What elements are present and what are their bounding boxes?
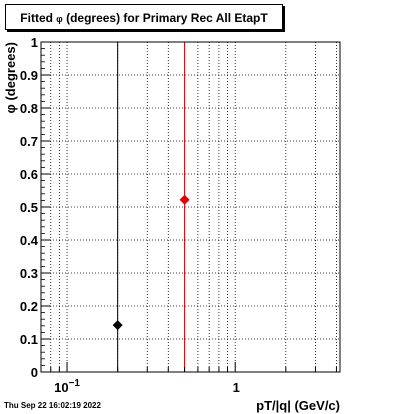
x-tick-label: 10−1 <box>54 378 80 395</box>
chart-title: Fitted φ (degrees) for Primary Rec All E… <box>6 5 282 29</box>
y-tick-label: 0.1 <box>20 332 38 347</box>
plot-frame <box>40 41 341 373</box>
chart-title-symbol: φ <box>56 14 63 24</box>
y-axis-label: φ (degrees) <box>3 42 18 113</box>
y-tick-label: 0.6 <box>20 167 38 182</box>
data-point-marker <box>112 320 123 331</box>
x-tick-label-exponent: −1 <box>69 378 81 389</box>
y-tick-label: 0.2 <box>20 299 38 314</box>
x-axis-label: pT/|q| (GeV/c) <box>256 398 340 413</box>
y-tick-label: 1 <box>31 35 38 50</box>
axis-ticks: 0 0.1 0.2 0.3 0.4 0.5 0.6 0.7 0.8 0.9 1 10−1 1 <box>20 35 337 395</box>
timestamp: Thu Sep 22 16:02:19 2022 <box>4 401 101 410</box>
grid <box>41 42 340 372</box>
y-tick-label: 0 <box>31 365 38 380</box>
chart-title-prefix: Fitted <box>20 11 57 25</box>
x-tick-label: 1 <box>233 380 240 395</box>
series-layer <box>112 42 190 372</box>
chart-title-suffix: (degrees) for Primary Rec All EtapT <box>62 11 268 25</box>
y-tick-label: 0.5 <box>20 200 38 215</box>
y-tick-label: 0.9 <box>20 68 38 83</box>
chart-title-box: Fitted φ (degrees) for Primary Rec All E… <box>5 4 283 30</box>
y-tick-label: 0.7 <box>20 134 38 149</box>
data-point-marker <box>179 194 190 205</box>
y-tick-label: 0.8 <box>20 101 38 116</box>
y-tick-label: 0.4 <box>20 233 39 248</box>
y-tick-label: 0.3 <box>20 266 38 281</box>
